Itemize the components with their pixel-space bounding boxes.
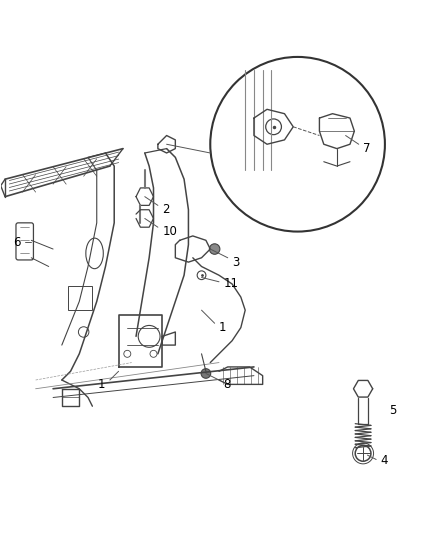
Text: 1: 1 — [219, 321, 226, 334]
Text: 8: 8 — [223, 378, 231, 391]
Text: 6: 6 — [13, 236, 20, 249]
Text: 11: 11 — [223, 278, 238, 290]
Circle shape — [209, 244, 220, 254]
Text: 4: 4 — [381, 454, 388, 467]
Text: 3: 3 — [232, 256, 240, 269]
Text: 10: 10 — [162, 225, 177, 238]
Text: 1: 1 — [98, 378, 106, 391]
Text: 7: 7 — [363, 142, 371, 155]
Text: 5: 5 — [389, 404, 397, 417]
Circle shape — [201, 369, 211, 378]
Text: 2: 2 — [162, 203, 170, 216]
Bar — [68, 286, 92, 310]
